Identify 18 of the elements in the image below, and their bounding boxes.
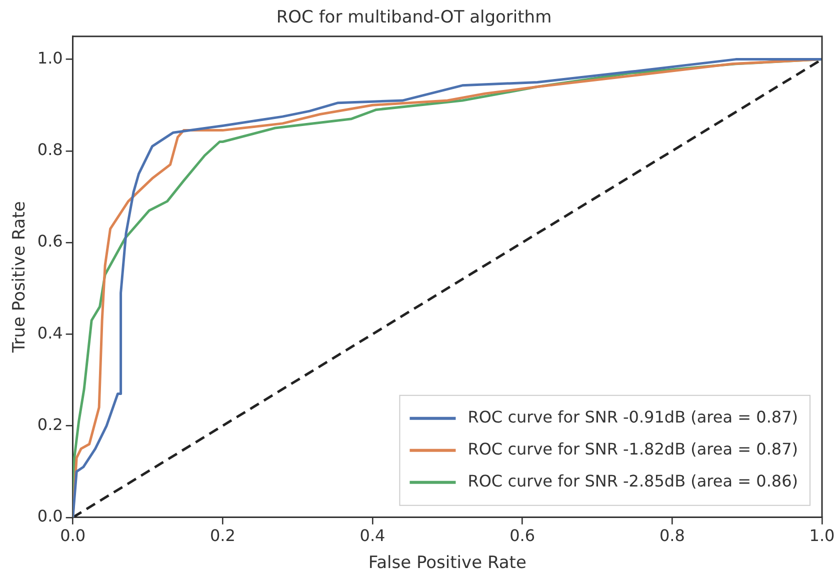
- legend-label: ROC curve for SNR -1.82dB (area = 0.87): [468, 440, 798, 459]
- x-tick-label: 0.6: [510, 526, 536, 546]
- legend-label: ROC curve for SNR -2.85dB (area = 0.86): [468, 472, 798, 491]
- y-tick-label: 0.4: [37, 323, 63, 342]
- y-axis-title: True Positive Rate: [10, 201, 30, 354]
- x-tick-label: 0.2: [210, 526, 236, 546]
- x-tick-label: 0.8: [659, 526, 685, 546]
- y-tick-label: 0.8: [37, 140, 63, 160]
- y-tick-label: 0.0: [37, 506, 63, 526]
- x-tick-label: 0.4: [360, 526, 386, 546]
- y-tick-label: 0.2: [37, 414, 63, 434]
- x-tick-label: 0.0: [60, 526, 86, 546]
- y-tick-label: 1.0: [37, 48, 63, 68]
- chart-title: ROC for multiband-OT algorithm: [276, 8, 552, 28]
- legend-label: ROC curve for SNR -0.91dB (area = 0.87): [468, 408, 798, 427]
- x-tick-label: 1.0: [809, 526, 835, 546]
- y-tick-label: 0.6: [37, 232, 63, 251]
- x-axis-title: False Positive Rate: [368, 553, 526, 574]
